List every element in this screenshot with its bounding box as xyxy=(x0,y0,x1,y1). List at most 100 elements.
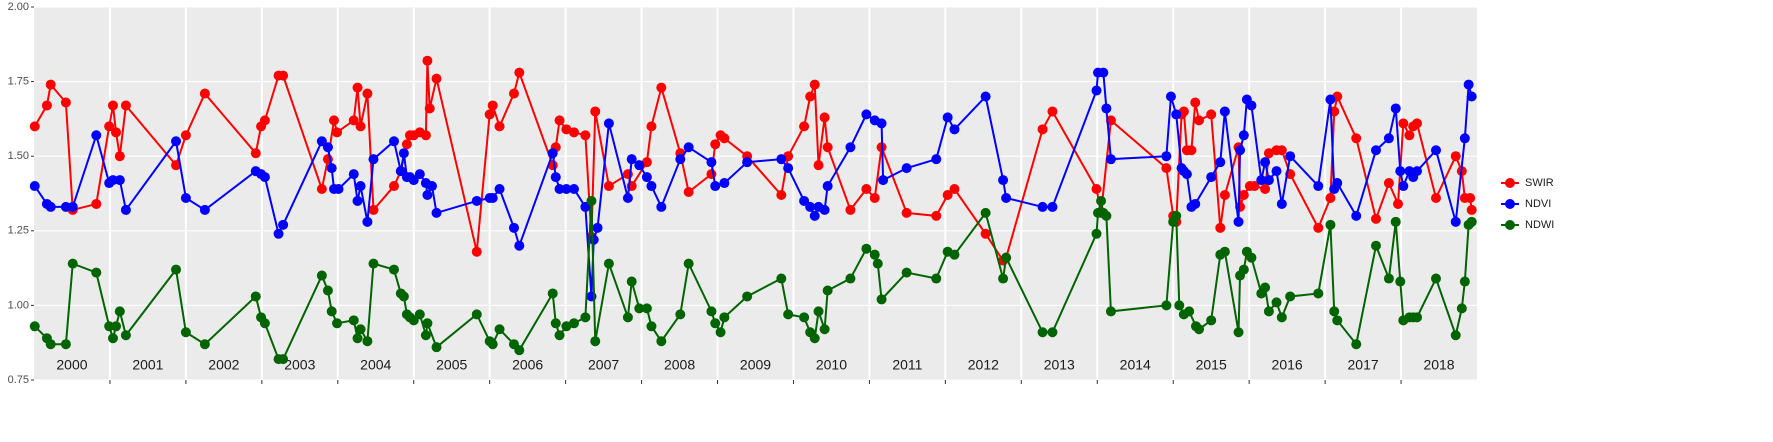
data-point xyxy=(1430,192,1441,203)
data-point xyxy=(1276,198,1287,209)
x-tick-label: 2012 xyxy=(968,357,999,373)
data-point xyxy=(1047,327,1058,338)
data-point xyxy=(1260,184,1271,195)
data-point xyxy=(550,172,561,183)
data-point xyxy=(278,354,289,365)
data-point xyxy=(1174,300,1185,311)
data-point xyxy=(1430,273,1441,284)
data-point xyxy=(1161,300,1172,311)
data-point xyxy=(1370,145,1381,156)
data-point xyxy=(180,130,191,141)
data-point xyxy=(588,234,599,245)
data-point xyxy=(634,303,645,314)
data-point xyxy=(431,342,442,353)
data-point xyxy=(776,189,787,200)
data-point xyxy=(561,321,572,332)
data-point xyxy=(869,249,880,260)
data-point xyxy=(1276,312,1287,323)
data-point xyxy=(819,112,830,123)
data-point xyxy=(471,246,482,257)
data-point xyxy=(120,204,131,215)
data-point xyxy=(514,240,525,251)
data-point xyxy=(1181,169,1192,180)
data-point xyxy=(1332,315,1343,326)
data-point xyxy=(1105,154,1116,165)
data-point xyxy=(861,243,872,254)
data-point xyxy=(514,345,525,356)
data-point xyxy=(554,184,565,195)
data-point xyxy=(1105,306,1116,317)
data-point xyxy=(362,216,373,227)
data-point xyxy=(171,264,182,275)
data-point xyxy=(1096,195,1107,206)
data-point xyxy=(1238,264,1249,275)
data-point xyxy=(799,312,810,323)
data-point xyxy=(45,79,56,90)
data-point xyxy=(422,318,433,329)
data-point xyxy=(278,70,289,81)
data-point xyxy=(514,67,525,78)
data-point xyxy=(942,189,953,200)
data-point xyxy=(414,309,425,320)
data-point xyxy=(1313,222,1324,233)
data-point xyxy=(1206,172,1217,183)
data-point xyxy=(845,204,856,215)
data-point xyxy=(776,154,787,165)
data-point xyxy=(171,160,182,171)
data-point xyxy=(626,276,637,287)
data-point xyxy=(980,228,991,239)
data-point xyxy=(401,139,412,150)
data-point xyxy=(1047,106,1058,117)
data-point xyxy=(484,109,495,120)
y-tick-label: 2.00 xyxy=(8,1,29,13)
data-point xyxy=(592,222,603,233)
y-tick-label: 0.75 xyxy=(8,374,29,386)
data-point xyxy=(783,163,794,174)
data-point xyxy=(568,318,579,329)
data-point xyxy=(362,336,373,347)
data-point xyxy=(1395,276,1406,287)
data-point xyxy=(487,192,498,203)
legend-marker xyxy=(1505,220,1515,230)
data-point xyxy=(861,184,872,195)
legend-marker xyxy=(1505,199,1515,209)
data-point xyxy=(1351,133,1362,144)
x-tick-label: 2016 xyxy=(1272,357,1303,373)
data-point xyxy=(107,100,118,111)
panel-background xyxy=(34,7,1477,380)
data-point xyxy=(426,181,437,192)
data-point xyxy=(355,121,366,132)
data-point xyxy=(322,285,333,296)
data-point xyxy=(931,210,942,221)
data-point xyxy=(1466,91,1477,102)
data-point xyxy=(998,175,1009,186)
data-point xyxy=(1246,100,1257,111)
data-point xyxy=(931,154,942,165)
data-point xyxy=(1332,178,1343,189)
data-point xyxy=(1194,324,1205,335)
data-point xyxy=(683,187,694,198)
data-point xyxy=(683,258,694,269)
data-point xyxy=(861,109,872,120)
data-point xyxy=(91,130,102,141)
data-point xyxy=(1271,297,1282,308)
data-point xyxy=(980,91,991,102)
x-tick-label: 2006 xyxy=(512,357,543,373)
data-point xyxy=(508,88,519,99)
data-point xyxy=(316,184,327,195)
y-tick-label: 1.25 xyxy=(8,225,29,237)
data-point xyxy=(822,142,833,153)
x-tick-label: 2017 xyxy=(1348,357,1379,373)
data-point xyxy=(328,115,339,126)
data-point xyxy=(259,318,270,329)
data-point xyxy=(1190,97,1201,108)
data-point xyxy=(980,207,991,218)
data-point xyxy=(813,306,824,317)
data-point xyxy=(1383,273,1394,284)
data-point xyxy=(1001,252,1012,263)
data-point xyxy=(998,273,1009,284)
data-point xyxy=(1206,315,1217,326)
data-point xyxy=(414,169,425,180)
data-point xyxy=(362,88,373,99)
